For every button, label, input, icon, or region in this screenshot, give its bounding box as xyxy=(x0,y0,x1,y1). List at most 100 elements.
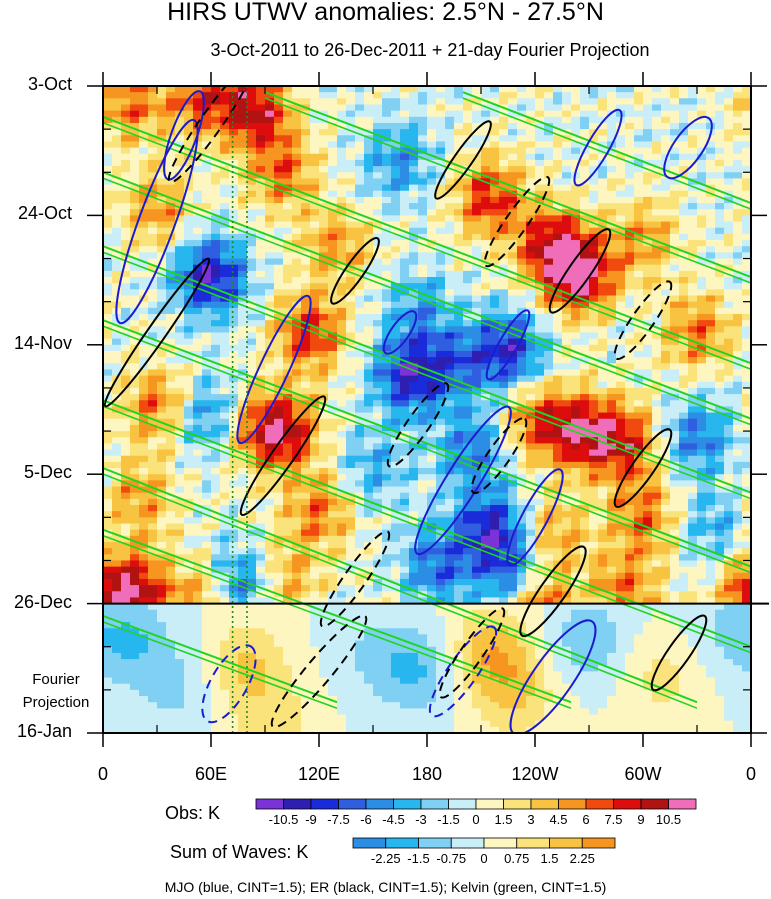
heat-cell xyxy=(202,221,212,229)
heat-cell xyxy=(661,431,671,438)
heat-cell xyxy=(427,240,437,247)
heat-cell xyxy=(499,289,509,297)
heat-cell xyxy=(238,394,248,401)
heat-cell xyxy=(436,221,446,229)
heat-cell xyxy=(508,369,518,377)
heat-cell xyxy=(418,283,428,290)
heat-cell xyxy=(328,104,338,112)
heat-cell xyxy=(535,270,545,278)
heat-cell xyxy=(436,98,446,106)
heat-cell xyxy=(220,474,230,481)
heat-cell xyxy=(544,394,554,401)
heat-cell xyxy=(391,86,401,93)
heat-cell xyxy=(202,295,212,303)
heat-cell xyxy=(742,178,751,186)
heat-cell xyxy=(517,394,527,401)
heat-cell xyxy=(454,172,464,180)
heat-cell xyxy=(661,190,671,198)
heat-cell xyxy=(103,215,113,223)
heat-cell xyxy=(661,394,671,401)
heat-cell xyxy=(625,135,635,143)
heat-cell xyxy=(292,135,302,143)
heat-cell xyxy=(427,418,437,426)
heat-cell xyxy=(661,301,671,309)
heat-cell xyxy=(490,203,500,210)
heat-cell xyxy=(211,203,221,210)
heat-cell xyxy=(130,369,140,377)
heat-cell xyxy=(598,129,608,136)
heat-cell xyxy=(688,221,698,229)
heat-cell xyxy=(733,277,743,284)
heat-cell xyxy=(265,400,275,408)
heat-cell xyxy=(652,215,662,223)
heat-cell xyxy=(409,153,419,161)
heat-cell xyxy=(715,215,725,223)
heat-cell xyxy=(265,159,275,167)
heat-cell xyxy=(427,344,437,352)
heat-cell xyxy=(454,116,464,124)
heat-cell xyxy=(103,381,113,389)
heat-cell xyxy=(418,313,428,321)
heat-cell xyxy=(625,455,635,463)
heat-cell xyxy=(184,492,194,500)
heat-cell xyxy=(355,313,365,321)
heat-cell xyxy=(616,338,626,346)
heat-cell xyxy=(706,209,716,216)
heat-cell xyxy=(247,166,257,173)
heat-cell xyxy=(319,246,329,253)
heat-cell xyxy=(724,474,734,481)
heat-cell xyxy=(454,264,464,272)
heat-cell xyxy=(274,332,284,340)
heat-cell xyxy=(643,86,653,93)
heat-cell xyxy=(652,122,662,130)
heat-cell xyxy=(265,455,275,463)
heat-cell xyxy=(733,443,743,451)
heat-cell xyxy=(310,295,320,303)
heat-cell xyxy=(490,196,500,204)
heat-cell xyxy=(175,313,185,321)
heat-cell xyxy=(373,178,383,186)
heat-cell xyxy=(337,449,347,457)
heat-cell xyxy=(274,98,284,106)
heat-cell xyxy=(301,209,311,216)
heat-cell xyxy=(409,196,419,204)
heat-cell xyxy=(661,86,671,93)
heat-cell xyxy=(139,449,149,457)
heat-cell xyxy=(634,153,644,161)
heat-cell xyxy=(436,135,446,143)
heat-cell xyxy=(580,184,590,192)
heat-cell xyxy=(238,461,248,469)
heat-cell xyxy=(355,92,365,99)
heat-cell xyxy=(571,283,581,290)
heat-cell xyxy=(202,141,212,149)
heat-cell xyxy=(247,505,257,512)
heat-cell xyxy=(634,122,644,130)
heat-cell xyxy=(355,474,365,481)
heat-cell xyxy=(634,455,644,463)
heat-cell xyxy=(607,240,617,247)
heat-cell xyxy=(274,363,284,371)
heat-cell xyxy=(274,283,284,290)
heat-cell xyxy=(211,313,221,321)
heat-cell xyxy=(202,375,212,383)
heat-cell xyxy=(733,203,743,210)
heat-cell xyxy=(328,166,338,173)
heat-cell xyxy=(643,215,653,223)
heat-cell xyxy=(220,461,230,469)
heat-cell xyxy=(571,110,581,118)
heat-cell xyxy=(211,468,221,475)
heat-cell xyxy=(463,264,473,272)
heat-cell xyxy=(616,461,626,469)
heat-cell xyxy=(121,437,131,444)
heat-cell xyxy=(553,449,563,457)
heat-cell xyxy=(211,449,221,457)
heat-cell xyxy=(220,394,230,401)
heat-cell xyxy=(670,461,680,469)
heat-cell xyxy=(346,289,356,297)
heat-cell xyxy=(409,277,419,284)
heat-cell xyxy=(607,387,617,395)
heat-cell xyxy=(346,301,356,309)
heat-cell xyxy=(670,350,680,358)
heat-cell xyxy=(454,246,464,253)
heat-cell xyxy=(193,209,203,216)
